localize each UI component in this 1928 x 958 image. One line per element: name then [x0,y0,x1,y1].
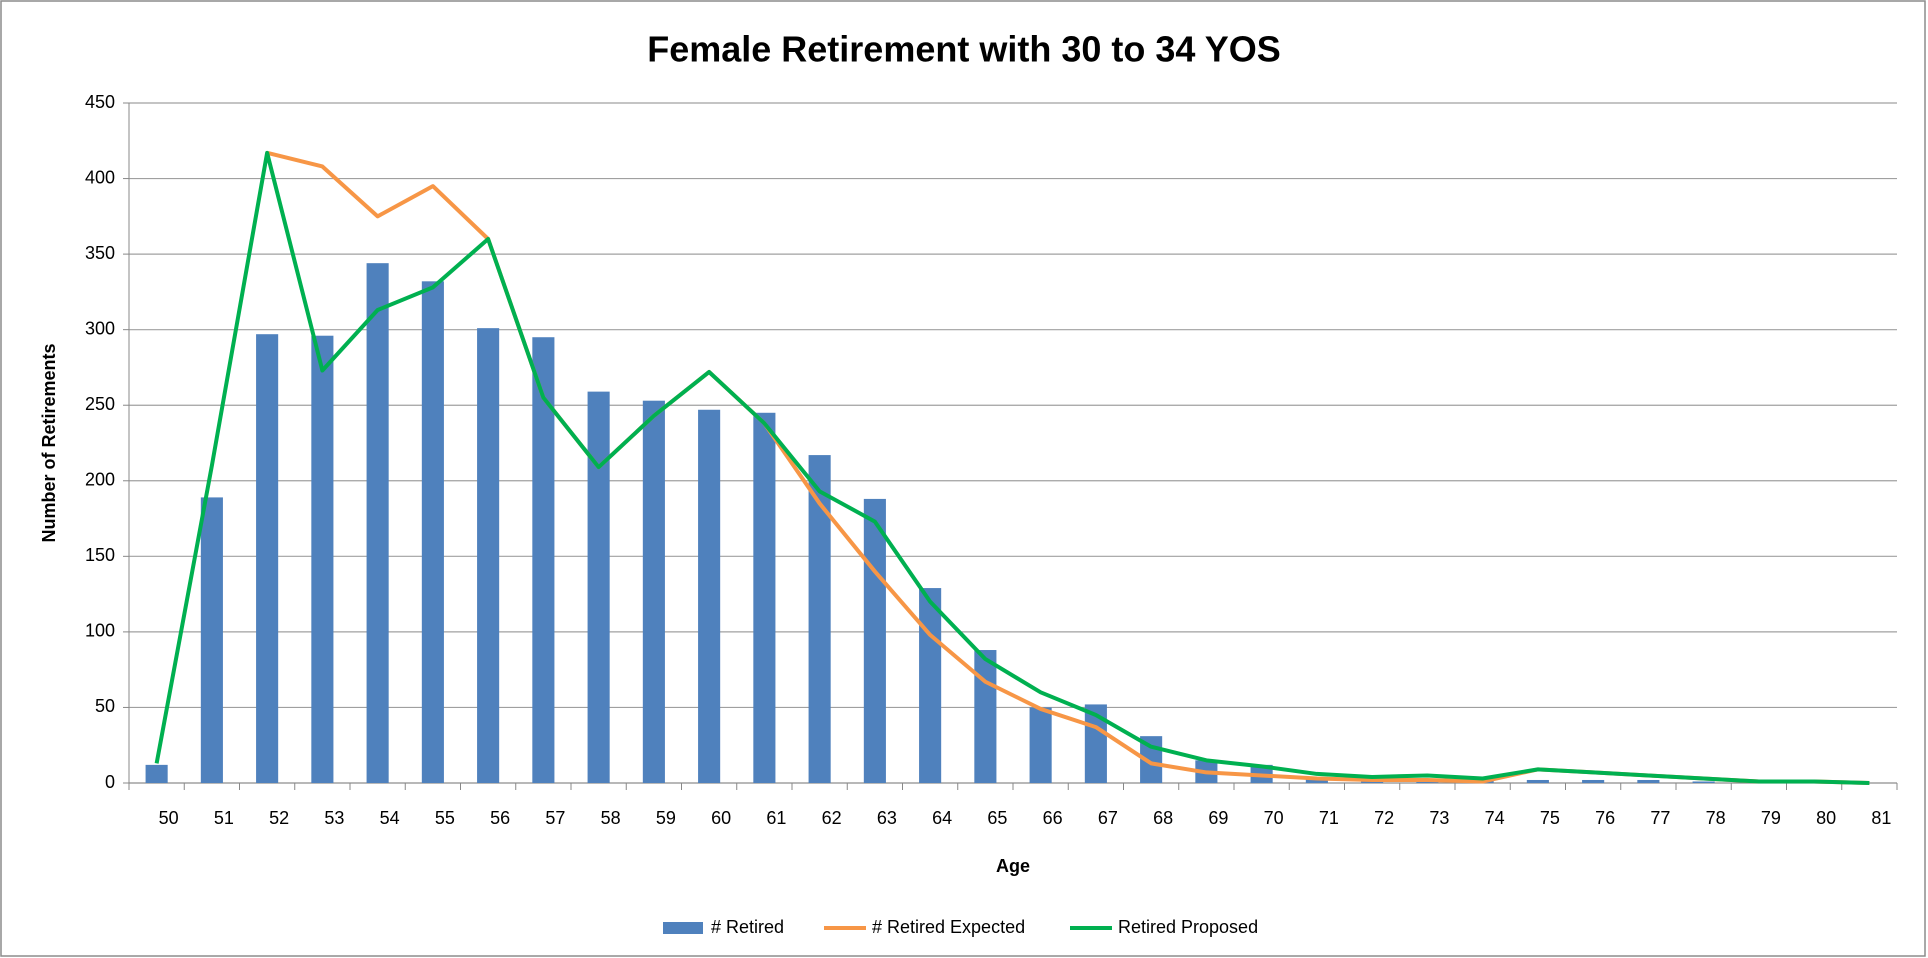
bar [863,498,886,783]
legend-label: # Retired Expected [872,917,1025,937]
bar [1582,779,1605,783]
bar [532,337,555,783]
bar [421,281,444,783]
legend-label: # Retired [711,917,784,937]
y-tick-label: 450 [85,92,115,112]
bar [1692,781,1715,783]
x-axis-label: Age [996,856,1030,876]
bar [311,335,334,783]
x-tick-label: 70 [1264,808,1284,828]
bar [200,497,223,783]
bar [753,412,776,783]
chart-title: Female Retirement with 30 to 34 YOS [647,29,1281,70]
x-tick-label: 65 [987,808,1007,828]
bar [919,588,942,783]
line [154,150,1870,785]
x-tick-label: 62 [822,808,842,828]
x-tick-label: 56 [490,808,510,828]
x-tick-label: 52 [269,808,289,828]
x-tick-label: 50 [159,808,179,828]
x-tick-label: 57 [545,808,565,828]
x-tick-label: 64 [932,808,952,828]
x-tick-label: 74 [1485,808,1505,828]
bar [1526,779,1549,783]
y-tick-label: 100 [85,621,115,641]
x-tick-label: 80 [1816,808,1836,828]
x-tick-label: 63 [877,808,897,828]
bar [587,391,610,783]
x-tick-label: 78 [1706,808,1726,828]
y-tick-label: 50 [95,696,115,716]
legend-label: Retired Proposed [1118,917,1258,937]
bar [145,764,168,783]
y-tick-label: 350 [85,243,115,263]
x-tick-label: 68 [1153,808,1173,828]
x-tick-label: 54 [380,808,400,828]
x-tick-label: 77 [1650,808,1670,828]
x-tick-label: 51 [214,808,234,828]
x-tick-label: 59 [656,808,676,828]
x-tick-label: 79 [1761,808,1781,828]
x-tick-label: 69 [1208,808,1228,828]
x-tick-label: 75 [1540,808,1560,828]
y-tick-label: 200 [85,470,115,490]
bar [1637,779,1660,783]
x-tick-label: 58 [601,808,621,828]
legend-swatch [663,922,703,934]
y-tick-label: 150 [85,545,115,565]
x-tick-label: 67 [1098,808,1118,828]
x-tick-label: 55 [435,808,455,828]
bar [808,455,831,783]
x-tick-label: 76 [1595,808,1615,828]
bar [477,328,500,783]
x-tick-label: 72 [1374,808,1394,828]
x-tick-label: 53 [324,808,344,828]
y-tick-label: 0 [105,772,115,792]
y-tick-label: 250 [85,394,115,414]
x-tick-label: 60 [711,808,731,828]
bar [1029,707,1052,783]
x-tick-label: 73 [1429,808,1449,828]
bar [698,409,721,783]
bar [642,400,665,783]
x-tick-label: 81 [1871,808,1891,828]
x-tick-label: 61 [766,808,786,828]
x-tick-label: 66 [1043,808,1063,828]
y-tick-label: 300 [85,318,115,338]
y-axis-label: Number of Retirements [39,343,59,542]
bar [256,334,279,783]
bar [366,263,389,784]
y-tick-label: 400 [85,167,115,187]
x-tick-label: 71 [1319,808,1339,828]
bar [974,650,997,783]
